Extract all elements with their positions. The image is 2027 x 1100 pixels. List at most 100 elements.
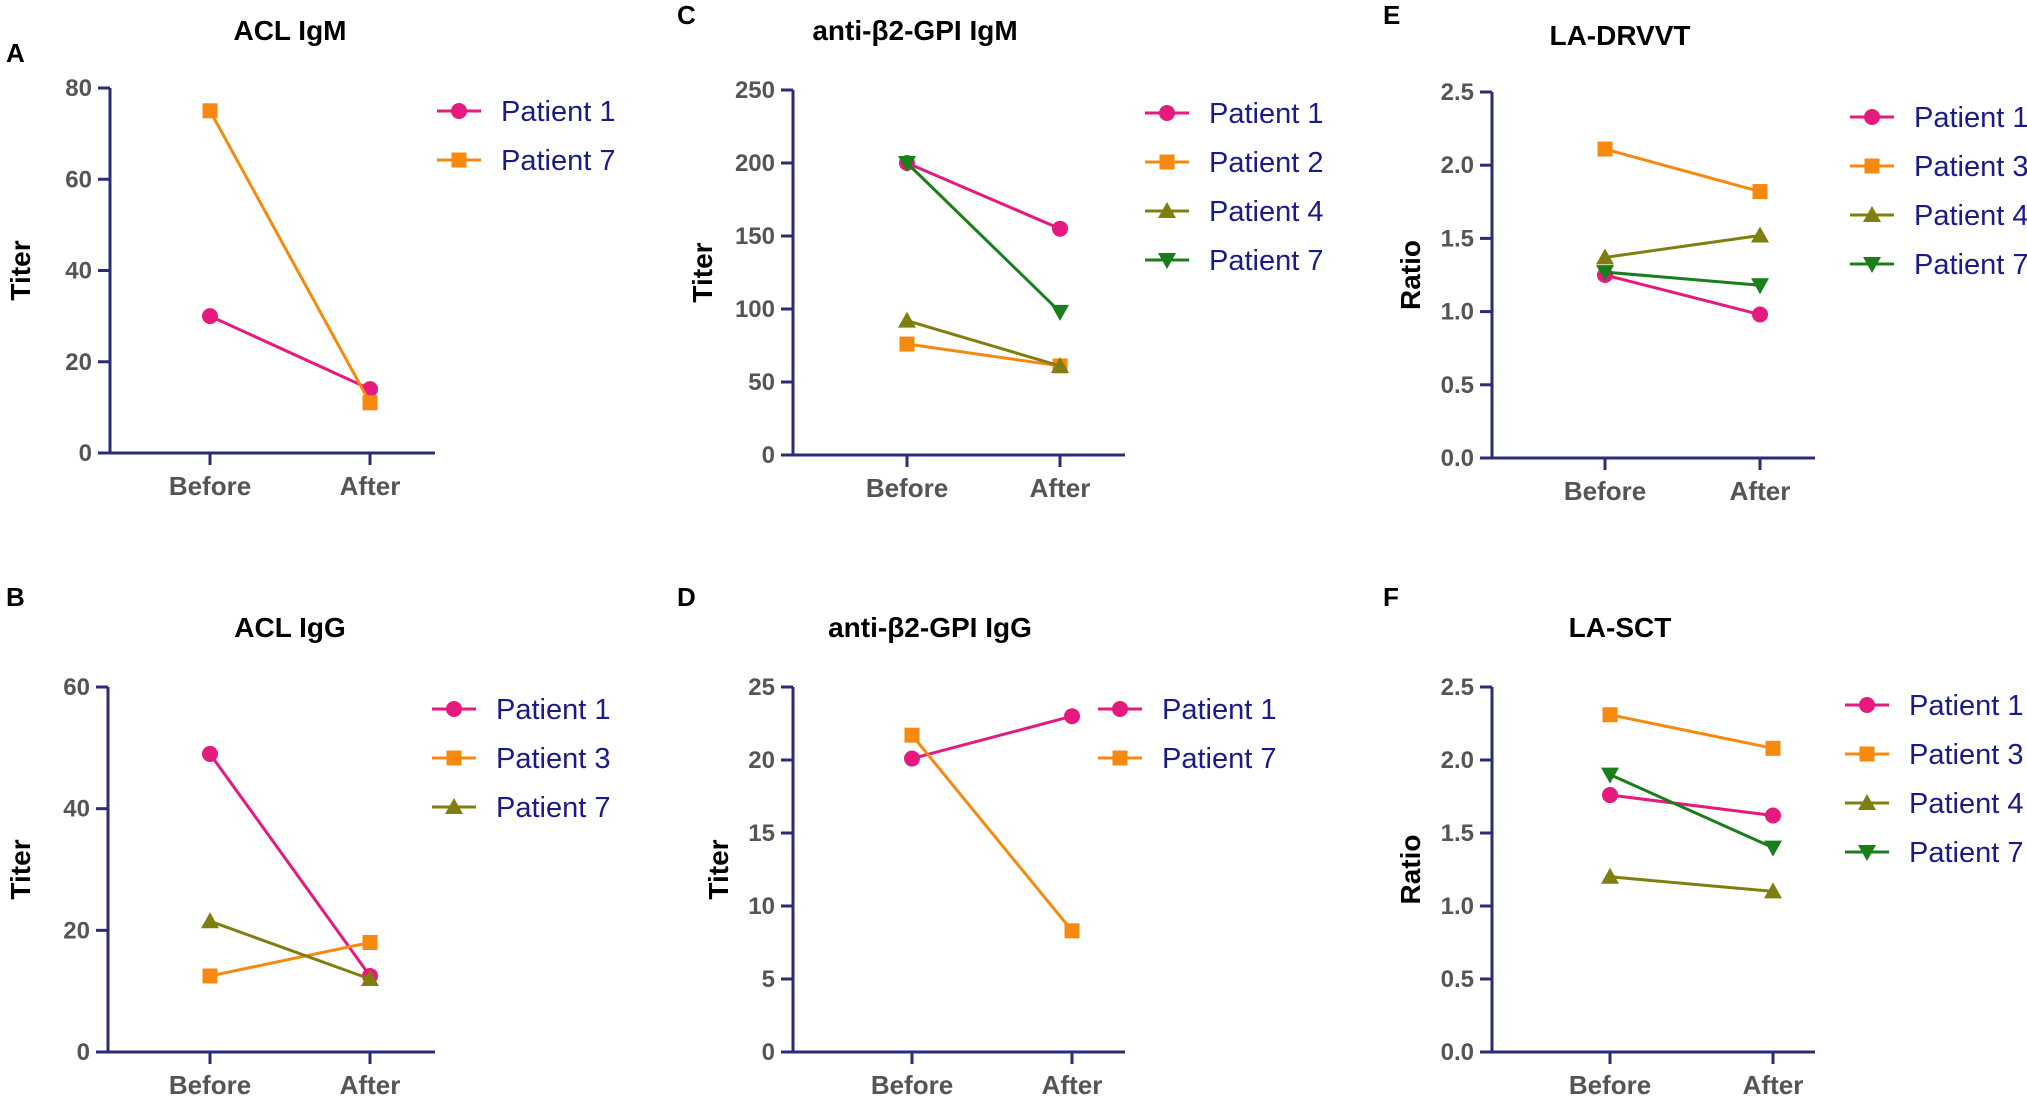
y-axis-title: Ratio <box>1395 240 1426 310</box>
legend-marker <box>445 798 463 814</box>
y-tick-label: 1.0 <box>1441 299 1474 326</box>
series-line <box>209 941 371 978</box>
legend-marker <box>451 152 467 168</box>
legend: Patient 1 Patient 7 <box>1098 694 1276 775</box>
legend-label: Patient 7 <box>1209 245 1323 277</box>
y-tick-label: 10 <box>748 893 775 920</box>
legend-marker <box>1859 697 1875 713</box>
panel-e: E LA-DRVVT 0.0 0.5 1.0 1.5 2.0 2.5 Before After Ra… <box>1383 0 2027 506</box>
y-tick-label: 0.5 <box>1441 372 1474 399</box>
series-patient-4 <box>1596 226 1769 265</box>
data-point-after <box>1064 708 1080 725</box>
chart-title: ACL IgG <box>234 612 345 643</box>
legend-item-patient-1: Patient 1 <box>1845 690 2023 722</box>
legend-marker <box>1858 845 1876 861</box>
series-patient-1 <box>904 708 1080 767</box>
data-point-before <box>898 311 916 328</box>
series-line <box>1609 793 1774 817</box>
y-tick-label: 1.5 <box>1441 820 1474 847</box>
data-point-after <box>1051 304 1069 321</box>
legend-marker <box>1864 109 1880 125</box>
data-point-before <box>898 156 916 172</box>
data-point-before <box>1597 141 1613 157</box>
series-line <box>905 161 1062 313</box>
series-patient-7 <box>904 727 1080 939</box>
data-point-before <box>201 912 219 929</box>
y-tick-label: 2.0 <box>1441 747 1474 774</box>
legend-label: Patient 3 <box>1909 739 2023 771</box>
legend: Patient 1 Patient 3 Patient 4 Patient 7 <box>1845 690 2023 869</box>
y-tick-label: 20 <box>63 917 90 944</box>
legend-item-patient-4: Patient 4 <box>1145 196 1323 228</box>
y-tick-label: 1.5 <box>1441 225 1474 252</box>
data-point-before <box>202 308 218 325</box>
series-patient-7 <box>1596 265 1769 295</box>
legend-item-patient-1: Patient 1 <box>1145 98 1323 130</box>
y-tick-label: 25 <box>748 674 775 701</box>
data-point-after <box>1052 220 1068 237</box>
y-tick-label: 100 <box>735 296 775 323</box>
legend-label: Patient 1 <box>1909 690 2023 722</box>
series-patient-1 <box>1602 787 1781 824</box>
legend-item-patient-1: Patient 1 <box>432 694 610 726</box>
legend: Patient 1 Patient 2 Patient 4 Patient 7 <box>1145 98 1323 277</box>
legend-item-patient-7: Patient 7 <box>1845 837 2023 869</box>
data-point-after <box>362 395 378 411</box>
y-axis-title: Titer <box>703 839 734 899</box>
panel-letter: A <box>6 38 25 68</box>
series-patient-7 <box>1601 767 1782 857</box>
data-point-before <box>1596 248 1614 265</box>
legend-label: Patient 2 <box>1209 147 1323 179</box>
chart-title: ACL IgM <box>233 15 346 46</box>
series-patient-1 <box>202 308 378 398</box>
data-point-after <box>362 935 378 950</box>
x-tick-label: Before <box>866 473 948 503</box>
legend-marker <box>1112 750 1128 766</box>
legend-marker <box>1159 105 1175 121</box>
x-tick-label: After <box>340 1070 401 1095</box>
legend-marker <box>1158 202 1176 218</box>
series-patient-3 <box>1602 707 1781 756</box>
panel-letter: B <box>6 582 25 612</box>
series-patient-1 <box>899 155 1068 237</box>
y-axis-title: Titer <box>5 240 36 300</box>
x-tick-label: Before <box>871 1070 953 1095</box>
y-tick-label: 0.5 <box>1441 966 1474 993</box>
series-patient-1 <box>202 745 378 984</box>
series-patient-7 <box>201 912 379 986</box>
legend-item-patient-1: Patient 1 <box>1098 694 1276 726</box>
legend-marker <box>1864 158 1880 174</box>
x-tick-label: Before <box>1564 476 1646 506</box>
x-tick-label: After <box>1042 1070 1103 1095</box>
legend-label: Patient 1 <box>501 96 615 128</box>
legend-marker <box>451 103 467 119</box>
y-tick-label: 0 <box>79 440 92 467</box>
series-line <box>1609 875 1774 893</box>
legend-marker <box>1158 253 1176 269</box>
data-point-before <box>1602 707 1618 723</box>
x-tick-label: After <box>1030 473 1091 503</box>
y-axis-title: Titer <box>687 242 718 302</box>
y-tick-label: 1.0 <box>1441 893 1474 920</box>
legend-label: Patient 1 <box>1209 98 1323 130</box>
series-line <box>1609 773 1774 849</box>
data-point-before <box>1601 867 1619 884</box>
legend-item-patient-7: Patient 7 <box>432 792 610 824</box>
y-axis-title: Titer <box>5 839 36 899</box>
series-line <box>1609 713 1774 750</box>
y-tick-label: 0.0 <box>1441 1039 1474 1066</box>
series-line <box>906 342 1061 368</box>
chart-title: LA-SCT <box>1569 612 1672 643</box>
series-patient-4 <box>898 311 1069 373</box>
y-tick-label: 200 <box>735 150 775 177</box>
y-tick-label: 2.5 <box>1441 79 1474 106</box>
y-tick-label: 0 <box>77 1039 90 1066</box>
legend: Patient 1 Patient 3 Patient 4 Patient 7 <box>1850 102 2027 281</box>
legend-item-patient-4: Patient 4 <box>1850 200 2027 232</box>
legend: Patient 1 Patient 3 Patient 7 <box>432 694 610 824</box>
legend-item-patient-3: Patient 3 <box>1845 739 2023 771</box>
legend-marker <box>1858 794 1876 810</box>
x-tick-label: Before <box>169 1070 251 1095</box>
legend-item-patient-4: Patient 4 <box>1845 788 2023 820</box>
